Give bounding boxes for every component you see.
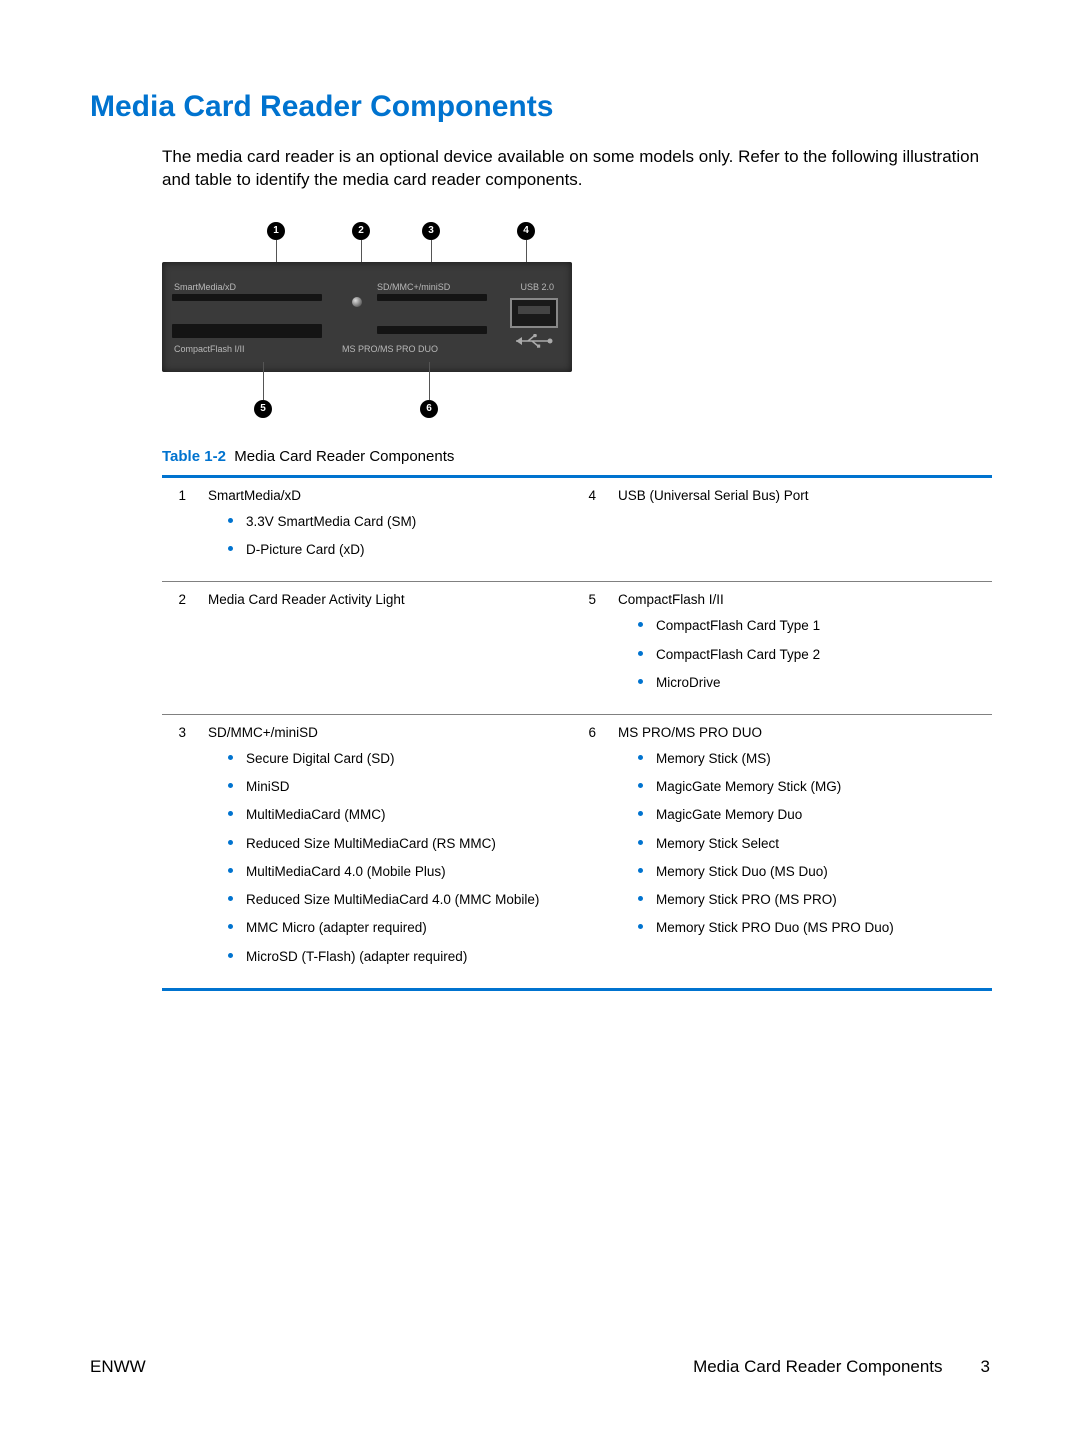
slot-sdmmc: [377, 294, 487, 301]
page-heading: Media Card Reader Components: [90, 90, 990, 124]
list-item: Reduced Size MultiMediaCard 4.0 (MMC Mob…: [228, 891, 564, 909]
usb-trident-icon: [514, 334, 554, 348]
list-item: MagicGate Memory Duo: [638, 806, 984, 824]
component-sublist: Memory Stick (MS) MagicGate Memory Stick …: [618, 750, 984, 938]
footer-section-title: Media Card Reader Components: [693, 1357, 942, 1377]
list-item: Reduced Size MultiMediaCard (RS MMC): [228, 835, 564, 853]
callout-3: 3: [422, 222, 440, 240]
component-number: 2: [162, 592, 200, 702]
callout-6: 6: [420, 400, 438, 418]
intro-paragraph: The media card reader is an optional dev…: [162, 146, 990, 192]
list-item: MultiMediaCard 4.0 (Mobile Plus): [228, 863, 564, 881]
list-item: Secure Digital Card (SD): [228, 750, 564, 768]
component-table: 1 SmartMedia/xD 3.3V SmartMedia Card (SM) D…: [162, 475, 992, 991]
footer-left: ENWW: [90, 1357, 146, 1377]
label-sdmmc: SD/MMC+/miniSD: [377, 282, 450, 292]
label-mspro: MS PRO/MS PRO DUO: [342, 344, 438, 354]
callout-1: 1: [267, 222, 285, 240]
list-item: Memory Stick PRO Duo (MS PRO Duo): [638, 919, 984, 937]
list-item: MultiMediaCard (MMC): [228, 806, 564, 824]
component-head: USB (Universal Serial Bus) Port: [618, 488, 984, 503]
list-item: Memory Stick (MS): [638, 750, 984, 768]
component-head: MS PRO/MS PRO DUO: [618, 725, 984, 740]
list-item: MicroDrive: [638, 674, 984, 692]
component-head: CompactFlash I/II: [618, 592, 984, 607]
table-row: 1 SmartMedia/xD 3.3V SmartMedia Card (SM) D…: [162, 478, 992, 582]
slot-mspro: [377, 326, 487, 334]
label-compactflash: CompactFlash I/II: [174, 344, 245, 354]
component-head: SmartMedia/xD: [208, 488, 564, 503]
component-sublist: CompactFlash Card Type 1 CompactFlash Car…: [618, 617, 984, 692]
slot-compactflash: [172, 324, 322, 338]
component-number: 4: [572, 488, 610, 569]
list-item: CompactFlash Card Type 2: [638, 646, 984, 664]
list-item: Memory Stick PRO (MS PRO): [638, 891, 984, 909]
page-footer: ENWW Media Card Reader Components 3: [90, 1357, 990, 1377]
component-sublist: 3.3V SmartMedia Card (SM) D-Picture Card …: [208, 513, 564, 559]
list-item: MagicGate Memory Stick (MG): [638, 778, 984, 796]
label-smartmedia: SmartMedia/xD: [174, 282, 236, 292]
component-sublist: Secure Digital Card (SD) MiniSD MultiMedia…: [208, 750, 564, 966]
component-number: 3: [162, 725, 200, 976]
table-caption: Table 1-2 Media Card Reader Components: [162, 448, 990, 465]
list-item: CompactFlash Card Type 1: [638, 617, 984, 635]
callout-lead: [429, 362, 430, 400]
card-reader-diagram: 1 2 3 4 SmartMedia/xD SD/MMC+/miniSD USB 2.…: [162, 222, 572, 422]
list-item: Memory Stick Duo (MS Duo): [638, 863, 984, 881]
component-number: 5: [572, 592, 610, 702]
table-row: 3 SD/MMC+/miniSD Secure Digital Card (SD) M…: [162, 715, 992, 988]
callout-5: 5: [254, 400, 272, 418]
list-item: MiniSD: [228, 778, 564, 796]
activity-light-icon: [352, 297, 362, 307]
usb-port-icon: [510, 298, 558, 328]
label-usb: USB 2.0: [520, 282, 554, 292]
footer-page-number: 3: [981, 1357, 990, 1377]
component-head: SD/MMC+/miniSD: [208, 725, 564, 740]
device-body: SmartMedia/xD SD/MMC+/miniSD USB 2.0 Com…: [162, 262, 572, 372]
list-item: MicroSD (T-Flash) (adapter required): [228, 948, 564, 966]
callout-4: 4: [517, 222, 535, 240]
component-number: 1: [162, 488, 200, 569]
callout-lead: [263, 362, 264, 400]
slot-smartmedia: [172, 294, 322, 301]
list-item: D-Picture Card (xD): [228, 541, 564, 559]
component-number: 6: [572, 725, 610, 976]
list-item: MMC Micro (adapter required): [228, 919, 564, 937]
list-item: Memory Stick Select: [638, 835, 984, 853]
table-caption-label: Table 1-2: [162, 448, 226, 465]
callout-2: 2: [352, 222, 370, 240]
table-caption-text: Media Card Reader Components: [234, 448, 454, 465]
component-head: Media Card Reader Activity Light: [208, 592, 564, 607]
list-item: 3.3V SmartMedia Card (SM): [228, 513, 564, 531]
diagram-container: 1 2 3 4 SmartMedia/xD SD/MMC+/miniSD USB 2.…: [162, 222, 990, 422]
table-row: 2Media Card Reader Activity Light5Compac…: [162, 582, 992, 715]
